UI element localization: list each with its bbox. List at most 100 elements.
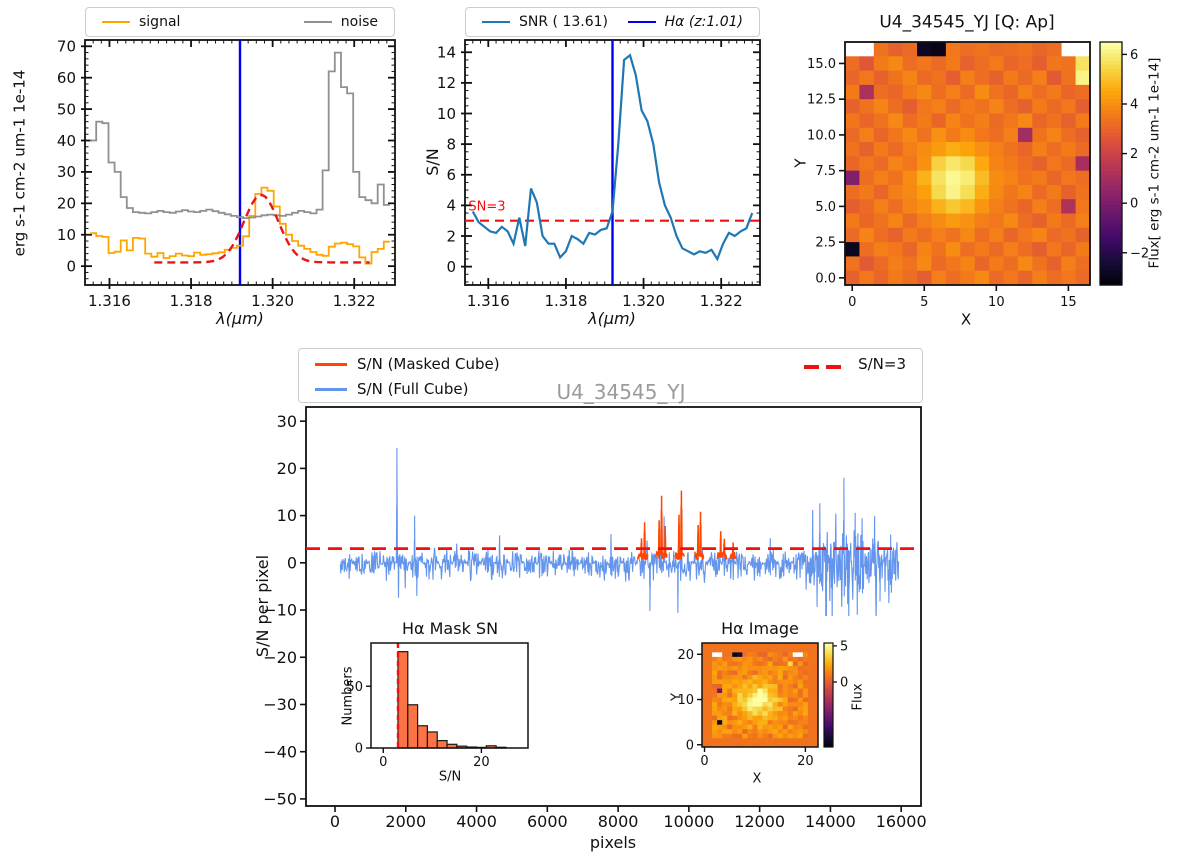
image-inset-xlabel: X — [752, 771, 762, 787]
sn3-dashed-line-sample — [804, 355, 848, 373]
masked-cube-trace — [694, 511, 705, 560]
svg-text:−10: −10 — [263, 601, 297, 620]
masked-cube-trace — [674, 490, 686, 561]
legend-full-cube: S/N (Full Cube) — [315, 380, 468, 398]
svg-text:0: 0 — [287, 553, 297, 572]
signal-curve — [90, 186, 390, 265]
svg-text:20: 20 — [677, 648, 694, 663]
spectrum-xlabel: λ(μm) — [216, 309, 264, 328]
hist-bar — [397, 651, 409, 749]
svg-text:2: 2 — [1130, 147, 1138, 162]
svg-text:8000: 8000 — [598, 812, 639, 831]
svg-text:5: 5 — [920, 295, 928, 310]
svg-text:−30: −30 — [263, 695, 297, 714]
snr-legend-halpha: Hα (z:1.01) — [627, 14, 743, 30]
svg-text:8: 8 — [446, 135, 456, 153]
snr-xlabel: λ(μm) — [588, 309, 636, 328]
snr-curve — [471, 53, 754, 262]
svg-text:5: 5 — [840, 639, 848, 654]
noise-legend-label: noise — [340, 14, 378, 30]
svg-text:50: 50 — [346, 680, 363, 695]
svg-text:16000: 16000 — [876, 812, 927, 831]
snr-line-sample — [482, 21, 510, 23]
svg-text:12: 12 — [437, 74, 456, 92]
svg-text:7.5: 7.5 — [815, 164, 836, 179]
hist-bar — [407, 704, 419, 749]
svg-text:0: 0 — [379, 755, 387, 770]
svg-text:2.5: 2.5 — [815, 236, 836, 251]
svg-text:70: 70 — [57, 38, 76, 56]
svg-text:15.0: 15.0 — [807, 57, 836, 72]
svg-text:20: 20 — [57, 195, 76, 213]
svg-text:4000: 4000 — [456, 812, 497, 831]
fluxmap-xlabel: X — [960, 310, 972, 329]
hist-inset-ylabel: Numbers — [340, 666, 356, 726]
svg-text:−50: −50 — [263, 790, 297, 809]
hist-bar — [436, 739, 448, 749]
svg-text:60: 60 — [57, 69, 76, 87]
svg-text:0: 0 — [66, 257, 76, 275]
fluxmap-colorbar-label: Flux[ erg s-1 cm-2 um-1 1e-14] — [1146, 57, 1163, 269]
masked-cube-legend-label: S/N (Masked Cube) — [357, 355, 500, 373]
svg-text:30: 30 — [277, 412, 297, 431]
pixel-sn-xlabel: pixels — [589, 833, 637, 852]
svg-text:10: 10 — [988, 295, 1005, 310]
halpha-legend-label: Hα (z:1.01) — [664, 14, 743, 30]
sn3-legend-label: S/N=3 — [858, 355, 906, 373]
svg-text:1.322: 1.322 — [333, 292, 376, 310]
svg-text:2000: 2000 — [385, 812, 426, 831]
svg-text:0: 0 — [700, 754, 708, 769]
hist-inset-title: Hα Mask SN — [401, 619, 499, 638]
hist-bar — [417, 725, 429, 749]
svg-text:2: 2 — [446, 227, 456, 245]
svg-text:6000: 6000 — [527, 812, 568, 831]
image-inset-title: Hα Image — [721, 619, 799, 638]
svg-text:10: 10 — [277, 506, 297, 525]
signal-line-sample — [102, 21, 130, 23]
svg-text:14000: 14000 — [805, 812, 856, 831]
svg-text:0: 0 — [355, 742, 363, 757]
spectrum-legend-signal: signal — [102, 14, 180, 30]
snr-legend: SNR ( 13.61) Hα (z:1.01) — [465, 7, 760, 37]
image-inset-colorbar-label: Flux — [850, 683, 866, 711]
spectrum-ylabel: erg s-1 cm-2 um-1 1e-14 — [10, 69, 29, 257]
signal-legend-label: signal — [139, 14, 181, 30]
svg-text:10: 10 — [437, 105, 456, 123]
halpha-line-sample — [627, 21, 656, 23]
svg-text:0.0: 0.0 — [815, 271, 836, 286]
legend-masked-cube: S/N (Masked Cube) — [315, 355, 500, 373]
svg-text:0: 0 — [840, 676, 848, 691]
svg-text:1.316: 1.316 — [467, 292, 510, 310]
svg-text:10.0: 10.0 — [807, 128, 836, 143]
svg-text:12.5: 12.5 — [807, 93, 836, 108]
svg-text:1.318: 1.318 — [170, 292, 213, 310]
svg-text:0: 0 — [1130, 197, 1138, 212]
hist-bar — [426, 731, 438, 749]
svg-text:0: 0 — [446, 258, 456, 276]
svg-text:0: 0 — [848, 295, 856, 310]
svg-text:6: 6 — [1130, 48, 1138, 63]
masked-cube-line-sample — [315, 362, 347, 366]
sn3-annotation: SN=3 — [468, 199, 506, 215]
masked-cube-trace — [729, 542, 737, 560]
svg-text:1.320: 1.320 — [251, 292, 294, 310]
legend-sn3: S/N=3 — [804, 355, 906, 373]
spectrum-legend: signal noise — [85, 7, 395, 37]
svg-text:4: 4 — [446, 197, 456, 215]
image-inset-ylabel: Y — [669, 693, 685, 701]
svg-text:10: 10 — [57, 226, 76, 244]
snr-legend-label: SNR ( 13.61) — [519, 14, 608, 30]
svg-text:20: 20 — [473, 755, 490, 770]
masked-cube-trace — [637, 522, 649, 561]
snr-ylabel: S/N — [423, 148, 442, 176]
svg-text:1.318: 1.318 — [544, 292, 587, 310]
hist-inset-xlabel: S/N — [438, 769, 462, 785]
pixel-sn-ylabel: S/N per pixel — [253, 554, 272, 658]
svg-text:14: 14 — [437, 44, 456, 62]
svg-text:0: 0 — [686, 738, 694, 753]
svg-text:40: 40 — [57, 132, 76, 150]
svg-text:−40: −40 — [263, 742, 297, 761]
full-cube-legend-label: S/N (Full Cube) — [357, 380, 469, 398]
snr-legend-snr: SNR ( 13.61) — [482, 14, 608, 30]
svg-text:20: 20 — [797, 754, 814, 769]
